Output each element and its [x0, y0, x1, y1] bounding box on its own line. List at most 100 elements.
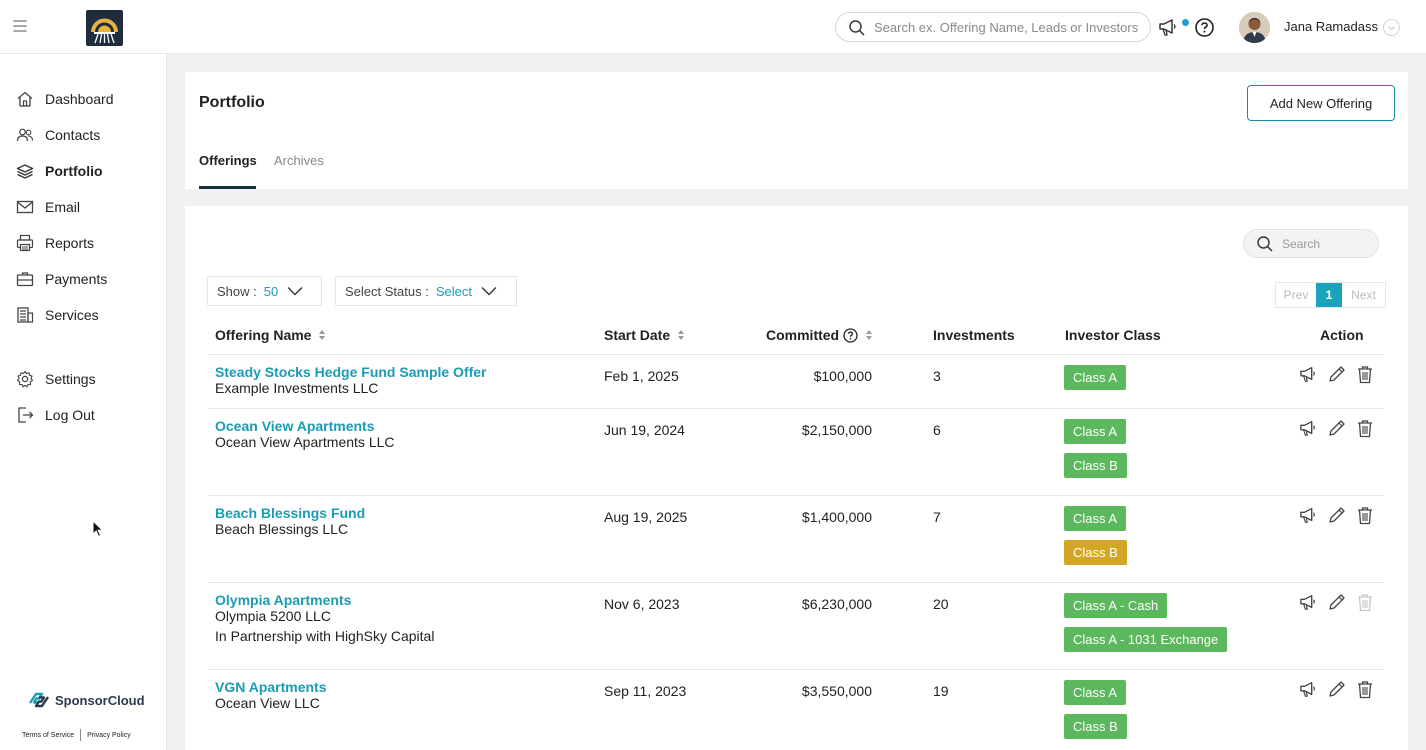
committed-amount: $6,230,000	[801, 596, 872, 612]
investor-class-badge: Class B	[1064, 540, 1127, 565]
column-offering-name[interactable]: Offering Name	[215, 327, 326, 343]
sort-icon[interactable]	[678, 330, 685, 340]
sidebar-item-services[interactable]: Services	[16, 303, 99, 327]
column-label: Start Date	[604, 327, 671, 343]
company-logo[interactable]	[86, 10, 123, 46]
search-icon	[1257, 236, 1273, 252]
pencil-icon[interactable]	[1328, 365, 1346, 383]
menu-icon[interactable]	[13, 20, 27, 32]
investor-class-badge: Class A	[1064, 680, 1127, 705]
chevron-down-icon[interactable]	[1383, 19, 1400, 36]
user-name[interactable]: Jana Ramadass	[1284, 19, 1378, 34]
sidebar-item-portfolio[interactable]: Portfolio	[16, 159, 103, 183]
search-icon	[849, 20, 865, 36]
terms-link[interactable]: Terms of Service	[22, 731, 75, 739]
trash-icon[interactable]	[1356, 365, 1374, 384]
offering-company: Ocean View Apartments LLC	[215, 434, 395, 450]
active-tab-indicator	[199, 186, 256, 189]
page-1-button[interactable]: 1	[1316, 283, 1342, 307]
table-row: Beach Blessings Fund Beach Blessings LLC…	[209, 497, 1384, 583]
offerings-panel: Show : 50 Select Status : Select Prev 1 …	[185, 206, 1408, 750]
investments-count: 3	[933, 368, 941, 384]
sidebar-item-label: Log Out	[45, 407, 95, 423]
sidebar-item-label: Payments	[45, 271, 108, 287]
offering-company: Olympia 5200 LLC	[215, 608, 331, 624]
sidebar-item-settings[interactable]: Settings	[16, 367, 96, 391]
offering-name-link[interactable]: VGN Apartments	[215, 679, 327, 695]
column-start-date[interactable]: Start Date	[604, 327, 685, 343]
prev-page-button[interactable]: Prev	[1283, 288, 1309, 302]
sidebar-item-reports[interactable]: Reports	[16, 231, 94, 255]
pencil-icon[interactable]	[1328, 506, 1346, 524]
help-icon[interactable]	[1195, 18, 1214, 37]
page-title: Portfolio	[199, 94, 265, 111]
status-label: Select Status :	[345, 283, 429, 299]
brand: SponsorCloud	[27, 691, 145, 709]
table-search	[1243, 229, 1379, 258]
pencil-icon[interactable]	[1328, 593, 1346, 611]
logout-icon	[16, 406, 34, 424]
investor-class-badge: Class A - 1031 Exchange	[1064, 627, 1228, 652]
printer-icon	[16, 234, 34, 252]
megaphone-icon[interactable]	[1299, 365, 1319, 383]
megaphone-icon[interactable]	[1299, 419, 1319, 437]
offering-name-link[interactable]: Ocean View Apartments	[215, 418, 375, 434]
tab-archives[interactable]: Archives	[274, 153, 324, 168]
megaphone-icon[interactable]	[1299, 593, 1319, 611]
building-icon	[16, 306, 34, 324]
privacy-link[interactable]: Privacy Policy	[87, 731, 131, 739]
sidebar-item-label: Services	[45, 307, 99, 323]
sidebar-item-payments[interactable]: Payments	[16, 267, 107, 291]
tab-offerings[interactable]: Offerings	[199, 153, 257, 168]
help-icon[interactable]	[843, 327, 858, 343]
avatar[interactable]	[1239, 12, 1270, 43]
home-icon	[16, 90, 34, 108]
start-date: Feb 1, 2025	[604, 368, 679, 384]
offering-name-link[interactable]: Steady Stocks Hedge Fund Sample Offer	[215, 364, 487, 380]
offering-company: Ocean View LLC	[215, 695, 320, 711]
sidebar-item-label: Portfolio	[45, 163, 103, 179]
table-search-input[interactable]	[1282, 234, 1372, 254]
pencil-icon[interactable]	[1328, 680, 1346, 698]
trash-icon[interactable]	[1356, 506, 1374, 525]
column-label: Committed	[766, 327, 840, 343]
investments-count: 19	[933, 683, 949, 699]
status-select[interactable]: Select Status : Select	[335, 276, 517, 306]
offering-company: Beach Blessings LLC	[215, 521, 349, 537]
pagination: Prev 1 Next	[1275, 282, 1386, 308]
committed-amount: $2,150,000	[801, 422, 872, 438]
megaphone-icon[interactable]	[1158, 17, 1180, 37]
offering-partnership-note: In Partnership with HighSky Capital	[215, 628, 435, 644]
investor-class-badge: Class A	[1064, 419, 1127, 444]
offering-name-link[interactable]: Olympia Apartments	[215, 592, 352, 608]
next-page-button[interactable]: Next	[1351, 288, 1376, 302]
sidebar-item-dashboard[interactable]: Dashboard	[16, 87, 114, 111]
sort-icon[interactable]	[866, 330, 873, 340]
offering-name-link[interactable]: Beach Blessings Fund	[215, 505, 366, 521]
pencil-icon[interactable]	[1328, 419, 1346, 437]
megaphone-icon[interactable]	[1299, 680, 1319, 698]
sidebar-item-email[interactable]: Email	[16, 195, 80, 219]
portfolio-header: Portfolio Add New Offering Offerings Arc…	[185, 72, 1408, 189]
sort-icon[interactable]	[319, 330, 326, 340]
add-new-offering-button[interactable]: Add New Offering	[1247, 85, 1395, 121]
committed-amount: $3,550,000	[801, 683, 872, 699]
start-date: Nov 6, 2023	[604, 596, 680, 612]
global-search-input[interactable]	[874, 16, 1144, 38]
show-value: 50	[263, 283, 279, 299]
table-row: VGN Apartments Ocean View LLC Sep 11, 20…	[209, 671, 1384, 750]
show-count-select[interactable]: Show : 50	[207, 276, 322, 306]
trash-icon[interactable]	[1356, 680, 1374, 699]
sidebar-item-contacts[interactable]: Contacts	[16, 123, 100, 147]
megaphone-icon[interactable]	[1299, 506, 1319, 524]
offering-company: Example Investments LLC	[215, 380, 379, 396]
sidebar-item-label: Dashboard	[45, 91, 114, 107]
sidebar-item-logout[interactable]: Log Out	[16, 403, 95, 427]
trash-icon[interactable]	[1356, 419, 1374, 438]
table-header: Offering Name Start Date Committed Inves…	[209, 324, 1384, 355]
investments-count: 7	[933, 509, 941, 525]
column-committed[interactable]: Committed	[766, 327, 873, 343]
gear-icon	[16, 370, 34, 388]
committed-amount: $100,000	[813, 368, 872, 384]
investments-count: 6	[933, 422, 941, 438]
